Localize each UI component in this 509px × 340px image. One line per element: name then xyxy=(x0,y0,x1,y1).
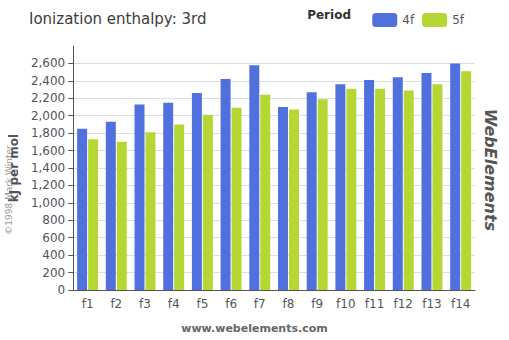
svg-text:1,600: 1,600 xyxy=(31,144,65,158)
svg-text:f9: f9 xyxy=(311,297,323,311)
svg-text:1,000: 1,000 xyxy=(31,196,65,210)
svg-text:f4: f4 xyxy=(168,297,180,311)
svg-text:f7: f7 xyxy=(254,297,266,311)
svg-text:Ionization enthalpy: 3rd: Ionization enthalpy: 3rd xyxy=(29,10,206,28)
svg-text:2,400: 2,400 xyxy=(31,74,65,88)
svg-text:f10: f10 xyxy=(336,297,356,311)
svg-text:1,800: 1,800 xyxy=(31,126,65,140)
svg-text:1,200: 1,200 xyxy=(31,178,65,192)
svg-text:f1: f1 xyxy=(82,297,94,311)
svg-text:400: 400 xyxy=(42,248,65,262)
svg-text:200: 200 xyxy=(42,266,65,280)
svg-text:1,400: 1,400 xyxy=(31,161,65,175)
svg-text:800: 800 xyxy=(42,213,65,227)
svg-text:4f: 4f xyxy=(402,13,415,27)
svg-text:2,000: 2,000 xyxy=(31,109,65,123)
svg-text:600: 600 xyxy=(42,231,65,245)
svg-text:WebElements: WebElements xyxy=(481,109,500,231)
svg-text:f2: f2 xyxy=(110,297,122,311)
svg-text:f12: f12 xyxy=(394,297,414,311)
svg-text:Period: Period xyxy=(307,8,351,22)
svg-text:f13: f13 xyxy=(422,297,442,311)
svg-text:2,600: 2,600 xyxy=(31,56,65,70)
svg-text:2,200: 2,200 xyxy=(31,91,65,105)
svg-text:5f: 5f xyxy=(452,13,465,27)
svg-text:www.webelements.com: www.webelements.com xyxy=(181,322,327,335)
svg-text:f6: f6 xyxy=(225,297,237,311)
svg-text:kJ per mol: kJ per mol xyxy=(7,134,21,202)
svg-text:f11: f11 xyxy=(365,297,385,311)
svg-text:f3: f3 xyxy=(139,297,151,311)
svg-text:0: 0 xyxy=(58,283,66,297)
svg-text:f8: f8 xyxy=(283,297,295,311)
svg-text:f14: f14 xyxy=(451,297,471,311)
svg-text:f5: f5 xyxy=(196,297,208,311)
